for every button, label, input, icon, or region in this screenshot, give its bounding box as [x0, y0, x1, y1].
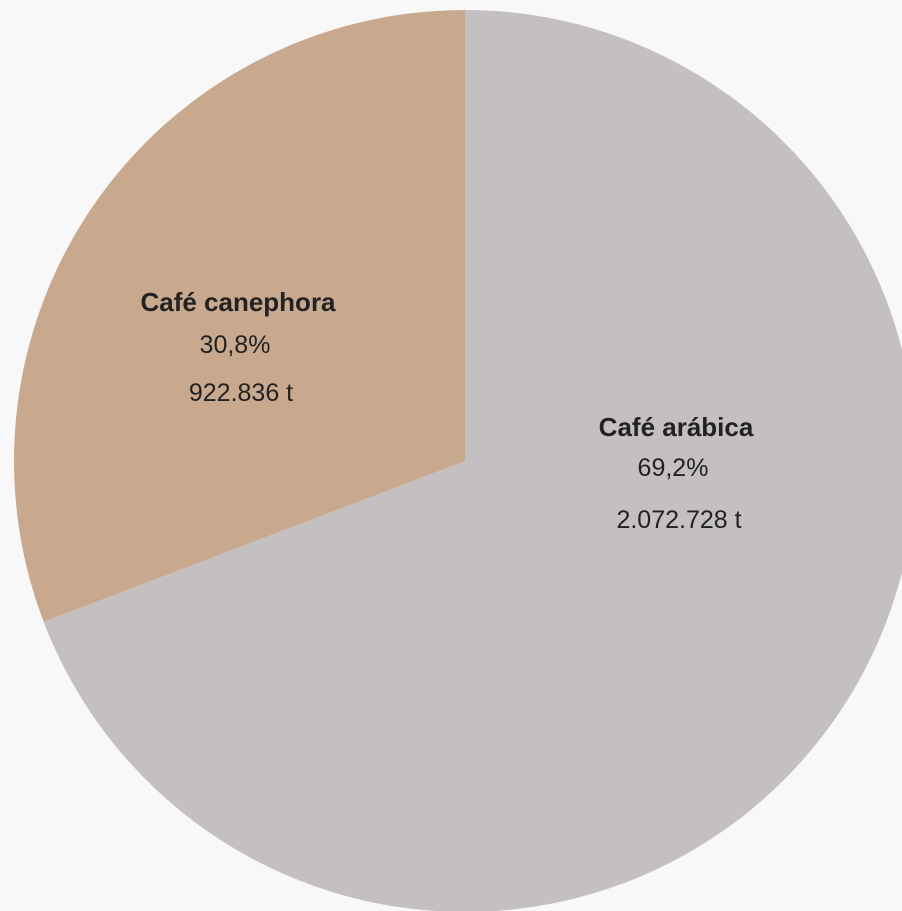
pie-slices [14, 10, 902, 911]
slice-percent-arabica: 69,2% [638, 454, 709, 482]
slice-amount-arabica: 2.072.728 t [616, 506, 741, 534]
slice-amount-canephora: 922.836 t [189, 379, 293, 407]
pie-slice-canephora [14, 10, 465, 622]
pie-slice-arabica [43, 10, 902, 911]
slice-label-canephora: Café canephora 30,8% 922.836 t [140, 287, 336, 407]
slice-label-arabica: Café arábica 69,2% 2.072.728 t [599, 412, 754, 534]
slice-name-arabica: Café arábica [599, 412, 754, 442]
slice-name-canephora: Café canephora [140, 287, 336, 317]
slice-percent-canephora: 30,8% [200, 331, 271, 359]
